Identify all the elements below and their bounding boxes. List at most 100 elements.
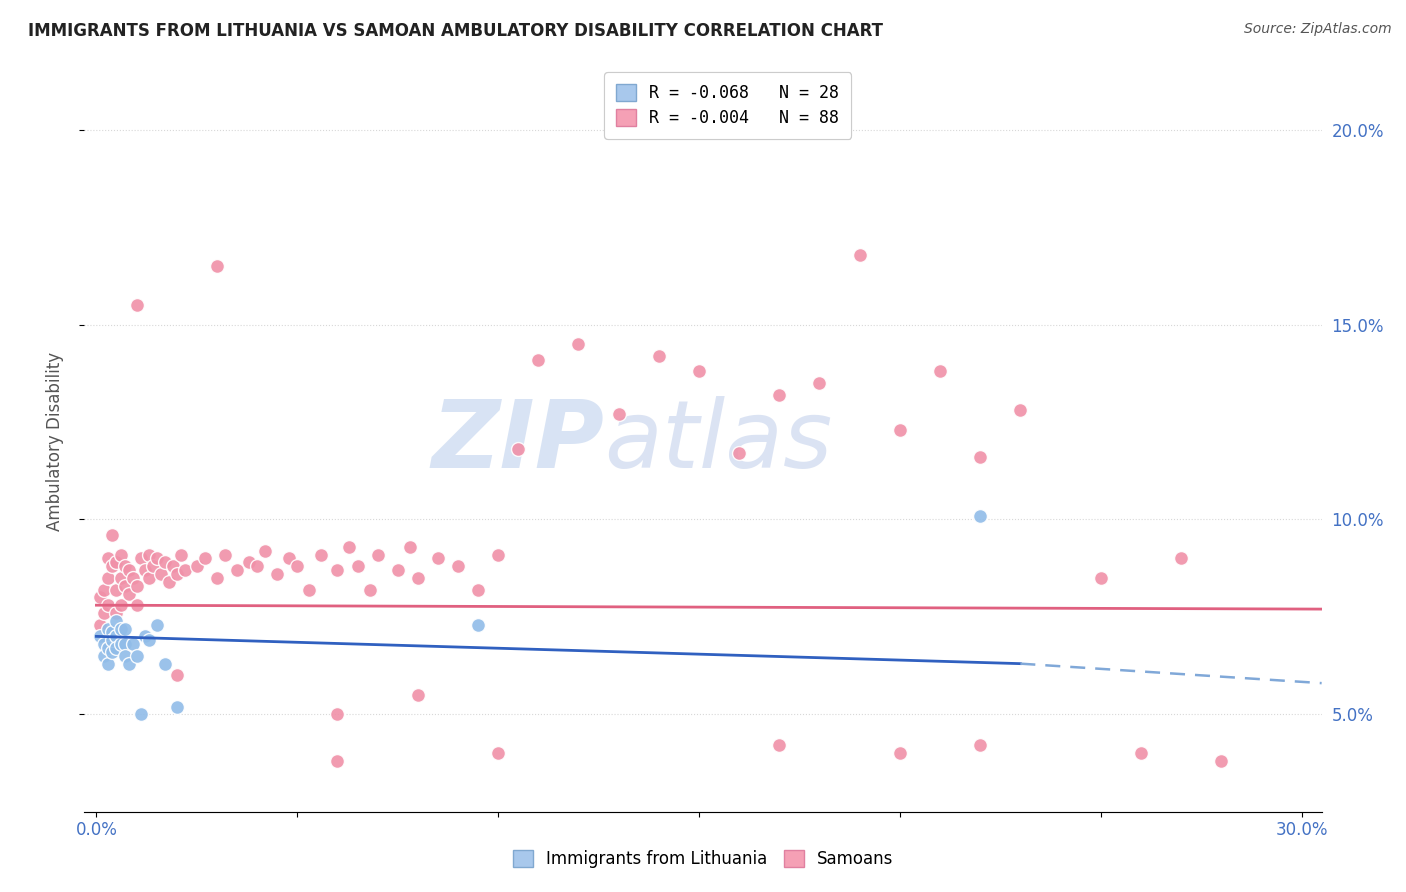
Point [607, 407, 630, 421]
Point [768, 388, 790, 402]
Point [138, 633, 160, 648]
Point [114, 648, 136, 663]
Point [186, 559, 208, 574]
Point [89, 591, 111, 605]
Point [285, 559, 308, 574]
Point [346, 559, 368, 574]
Point [142, 559, 165, 574]
Point [101, 528, 124, 542]
Point [145, 617, 167, 632]
Point [238, 555, 260, 569]
Point [969, 739, 991, 753]
Point [768, 739, 790, 753]
Point [105, 582, 128, 597]
Point [226, 563, 249, 577]
Point [97, 598, 120, 612]
Point [486, 746, 509, 760]
Point [326, 754, 349, 768]
Point [246, 559, 269, 574]
Point [889, 423, 911, 437]
Point [125, 579, 148, 593]
Point [153, 657, 176, 671]
Point [848, 247, 870, 261]
Point [101, 645, 124, 659]
Point [110, 598, 132, 612]
Point [110, 622, 132, 636]
Point [205, 571, 228, 585]
Text: ZIP: ZIP [432, 395, 605, 488]
Point [97, 622, 120, 636]
Point [326, 563, 349, 577]
Point [205, 259, 228, 273]
Point [157, 574, 180, 589]
Point [153, 555, 176, 569]
Point [105, 614, 128, 628]
Point [298, 582, 321, 597]
Point [467, 617, 489, 632]
Point [1211, 754, 1233, 768]
Point [266, 567, 288, 582]
Point [101, 559, 124, 574]
Point [110, 571, 132, 585]
Point [93, 637, 115, 651]
Y-axis label: Ambulatory Disability: Ambulatory Disability [45, 352, 63, 531]
Point [527, 352, 550, 367]
Point [467, 582, 489, 597]
Point [114, 637, 136, 651]
Text: atlas: atlas [605, 396, 832, 487]
Point [969, 508, 991, 523]
Point [447, 559, 470, 574]
Point [486, 548, 509, 562]
Point [129, 551, 152, 566]
Point [89, 617, 111, 632]
Point [398, 540, 420, 554]
Point [125, 298, 148, 312]
Point [278, 551, 301, 566]
Point [134, 563, 156, 577]
Point [117, 563, 139, 577]
Legend: R = -0.068   N = 28, R = -0.004   N = 88: R = -0.068 N = 28, R = -0.004 N = 88 [605, 72, 851, 138]
Point [114, 579, 136, 593]
Point [170, 548, 193, 562]
Point [101, 633, 124, 648]
Point [929, 364, 952, 378]
Point [367, 548, 389, 562]
Point [117, 586, 139, 600]
Point [97, 641, 120, 656]
Point [688, 364, 710, 378]
Point [105, 629, 128, 643]
Point [166, 567, 188, 582]
Point [145, 551, 167, 566]
Point [121, 637, 143, 651]
Point [110, 548, 132, 562]
Point [426, 551, 449, 566]
Point [339, 540, 361, 554]
Point [93, 648, 115, 663]
Point [114, 559, 136, 574]
Point [97, 551, 120, 566]
Point [89, 629, 111, 643]
Point [1010, 403, 1032, 417]
Point [387, 563, 409, 577]
Point [194, 551, 217, 566]
Point [648, 349, 671, 363]
Point [326, 707, 349, 722]
Point [1170, 551, 1192, 566]
Point [149, 567, 172, 582]
Point [508, 442, 530, 457]
Point [121, 571, 143, 585]
Point [406, 688, 429, 702]
Point [808, 376, 831, 390]
Point [254, 543, 277, 558]
Point [105, 606, 128, 620]
Point [889, 746, 911, 760]
Point [1090, 571, 1112, 585]
Point [138, 571, 160, 585]
Text: IMMIGRANTS FROM LITHUANIA VS SAMOAN AMBULATORY DISABILITY CORRELATION CHART: IMMIGRANTS FROM LITHUANIA VS SAMOAN AMBU… [28, 22, 883, 40]
Point [125, 598, 148, 612]
Point [311, 548, 333, 562]
Point [173, 563, 195, 577]
Point [359, 582, 381, 597]
Point [134, 629, 156, 643]
Text: Source: ZipAtlas.com: Source: ZipAtlas.com [1244, 22, 1392, 37]
